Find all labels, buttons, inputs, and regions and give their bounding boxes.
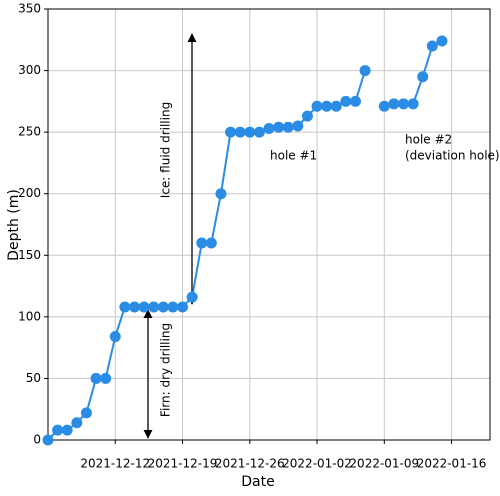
- data-point: [349, 95, 361, 107]
- y-tick-label: 300: [18, 63, 41, 77]
- data-point: [321, 100, 333, 112]
- data-point: [61, 424, 73, 436]
- data-point: [398, 98, 410, 110]
- data-point: [42, 434, 54, 446]
- data-point: [196, 237, 208, 249]
- data-point: [388, 98, 400, 110]
- data-point: [52, 424, 64, 436]
- data-point: [359, 65, 371, 77]
- x-tick-label: 2022-01-02: [282, 457, 352, 471]
- y-tick-label: 0: [33, 433, 41, 447]
- data-point: [148, 301, 160, 313]
- x-tick-label: 2022-01-16: [417, 457, 487, 471]
- data-point: [263, 122, 275, 134]
- y-tick-label: 250: [18, 125, 41, 139]
- data-point: [225, 126, 237, 138]
- x-axis-label: Date: [241, 474, 274, 490]
- data-point: [215, 188, 227, 200]
- data-point: [417, 71, 429, 83]
- data-point: [273, 121, 285, 133]
- data-point: [253, 126, 265, 138]
- x-tick-label: 2021-12-12: [80, 457, 150, 471]
- data-point: [436, 35, 448, 47]
- y-axis-label: Depth (m): [6, 189, 22, 261]
- y-tick-label: 200: [18, 186, 41, 200]
- data-point: [167, 301, 179, 313]
- data-point: [157, 301, 169, 313]
- y-tick-label: 350: [18, 2, 41, 16]
- y-tick-label: 150: [18, 248, 41, 262]
- data-point: [378, 100, 390, 112]
- annotation: hole #1: [270, 149, 317, 163]
- x-tick-label: 2022-01-09: [349, 457, 419, 471]
- data-point: [109, 331, 121, 343]
- data-point: [119, 301, 131, 313]
- data-point: [292, 120, 304, 132]
- annotation: hole #2: [405, 133, 452, 147]
- data-point: [234, 126, 246, 138]
- annotation: (deviation hole): [405, 149, 500, 163]
- data-point: [205, 237, 217, 249]
- data-point: [311, 100, 323, 112]
- data-point: [71, 417, 83, 429]
- data-point: [128, 301, 140, 313]
- data-point: [80, 407, 92, 419]
- y-tick-label: 100: [18, 309, 41, 323]
- data-point: [186, 291, 198, 303]
- x-tick-label: 2021-12-26: [215, 457, 285, 471]
- data-point: [407, 98, 419, 110]
- y-tick-label: 50: [26, 371, 41, 385]
- data-point: [426, 40, 438, 52]
- annotation: Ice: fluid drilling: [159, 102, 173, 198]
- data-point: [100, 372, 112, 384]
- data-point: [340, 95, 352, 107]
- data-point: [177, 301, 189, 313]
- x-tick-label: 2021-12-19: [148, 457, 218, 471]
- data-point: [244, 126, 256, 138]
- data-point: [282, 121, 294, 133]
- annotation: Firn: dry drilling: [159, 323, 173, 417]
- plot-frame: [47, 8, 491, 441]
- data-point: [90, 372, 102, 384]
- data-point: [330, 100, 342, 112]
- data-point: [138, 301, 150, 313]
- data-point: [301, 110, 313, 122]
